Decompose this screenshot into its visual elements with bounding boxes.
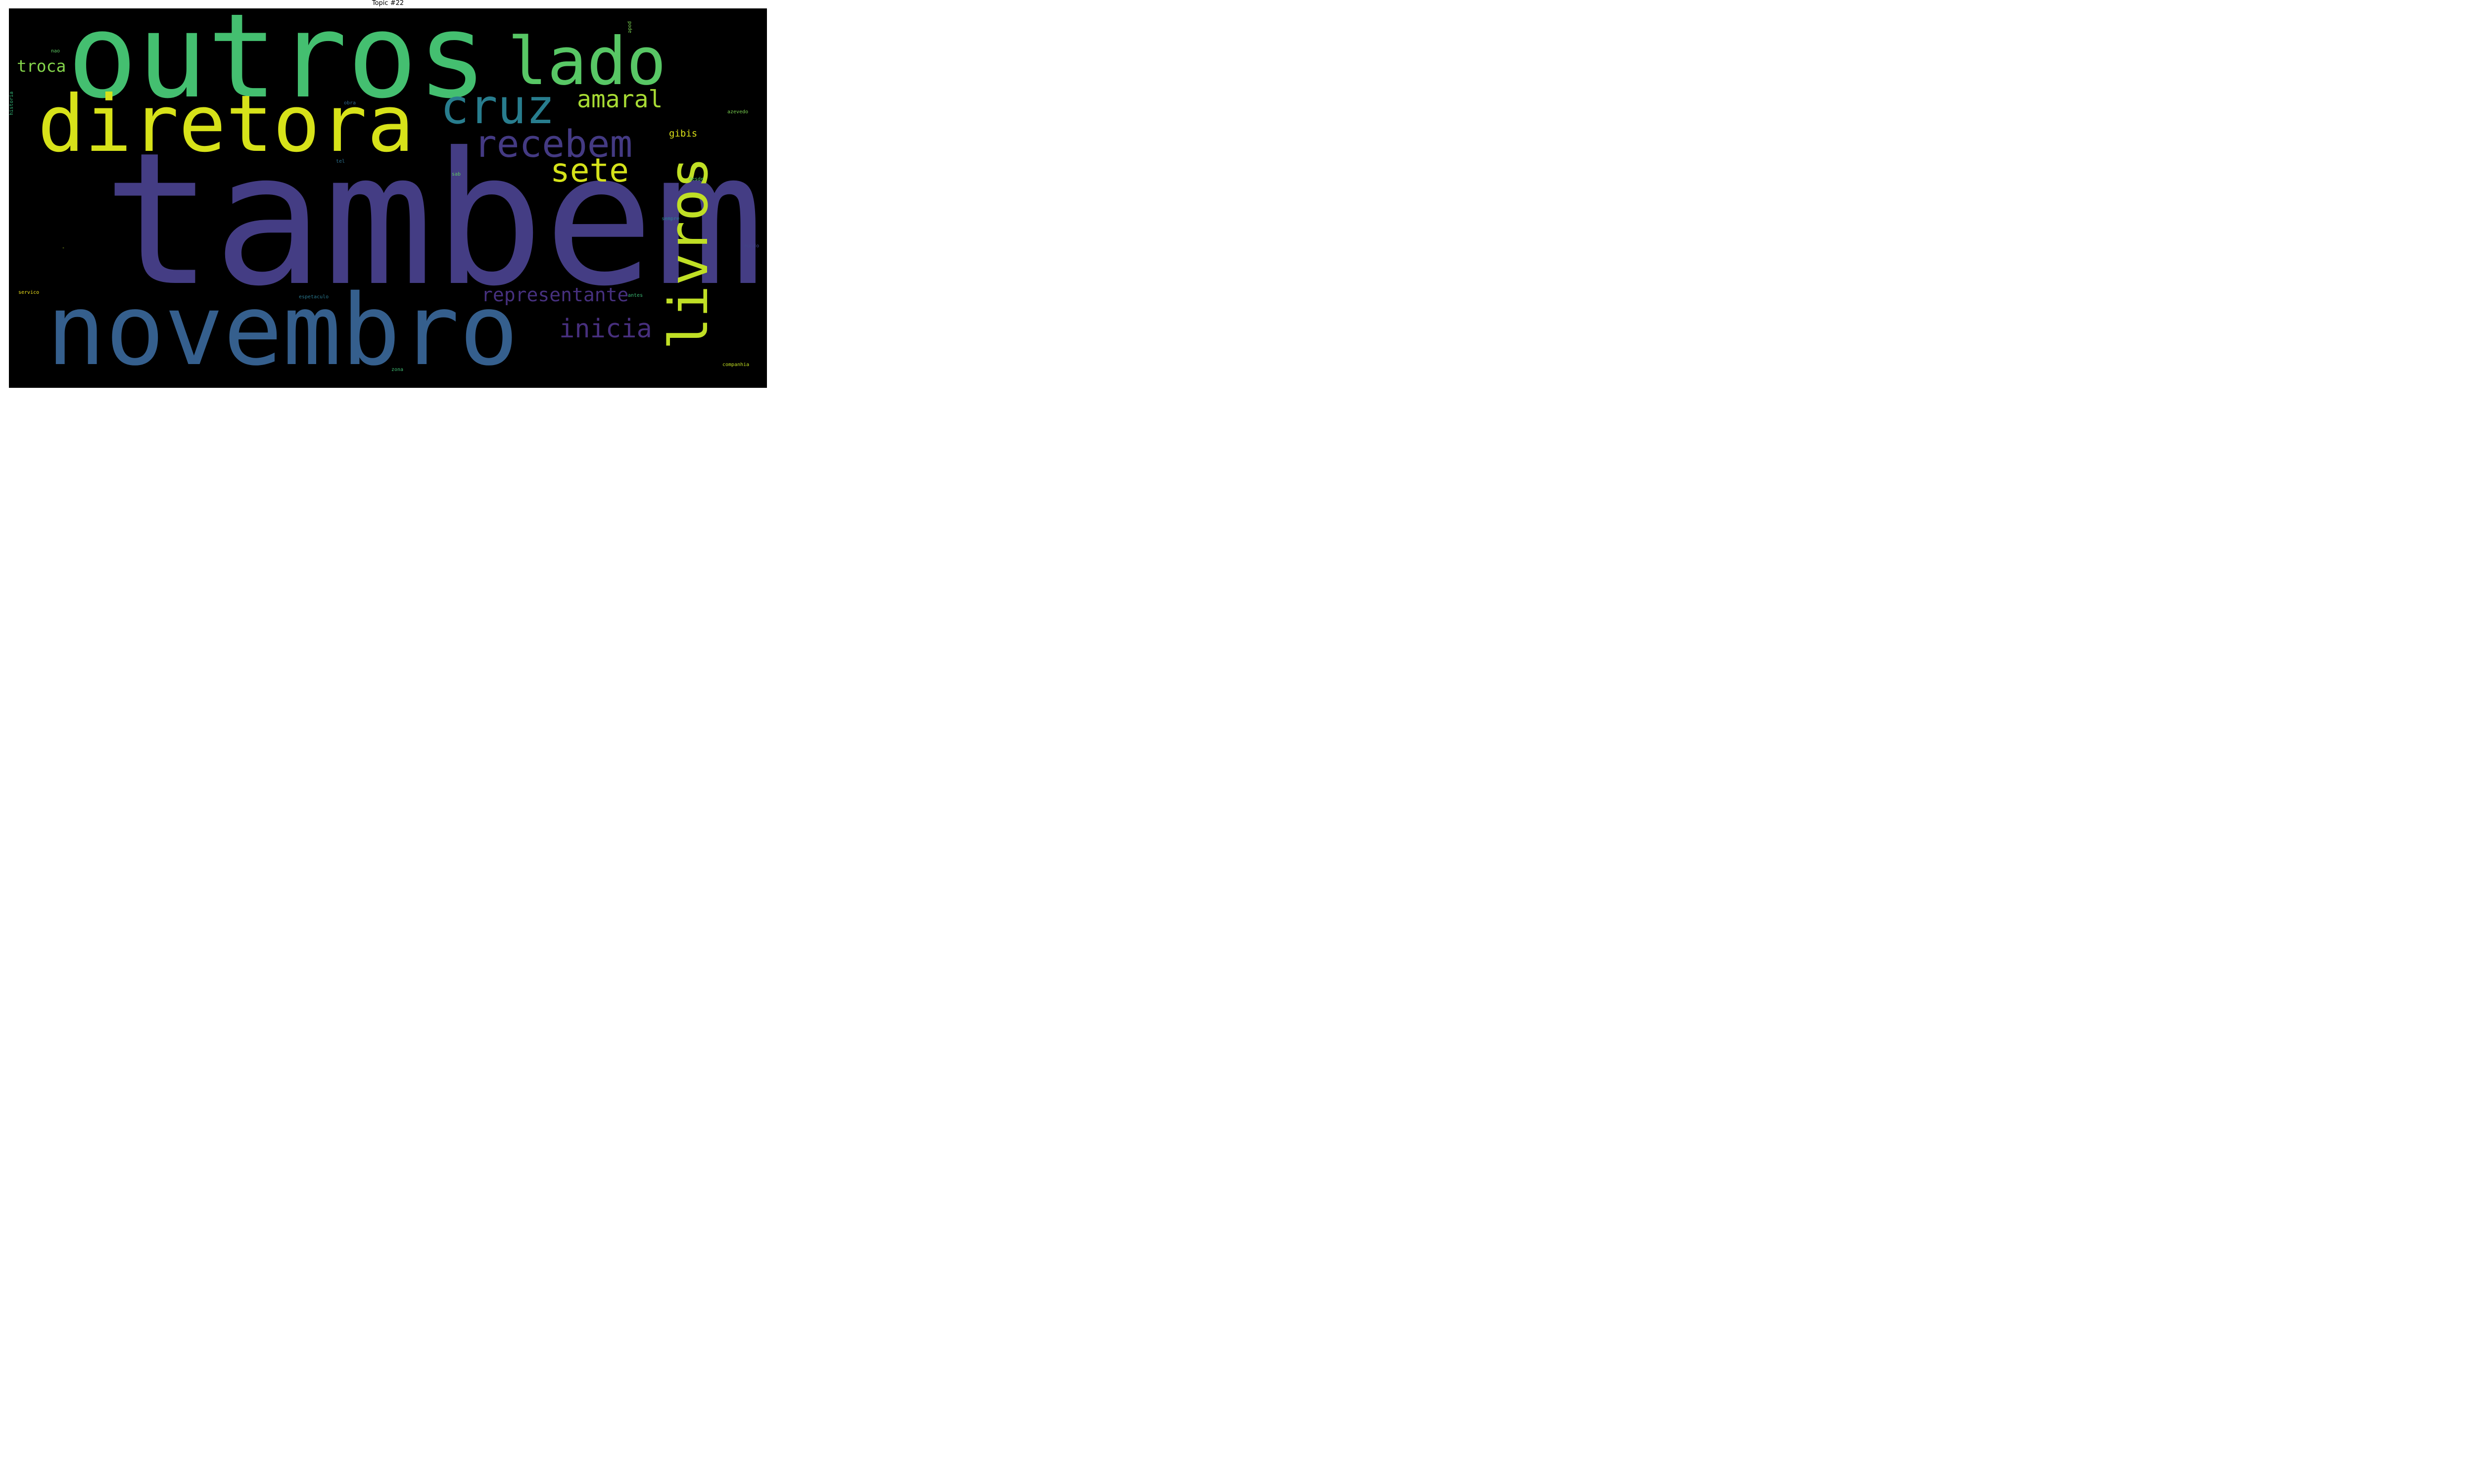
word-livros: livros [658,157,720,350]
word-cloud-canvas: tambem outros diretora novembro lado livros cr… [9,8,767,388]
word-amaral: amaral [577,86,663,113]
word-zona: zona [391,367,403,372]
word-lado: lado [508,24,666,100]
word-servico: servico [18,290,39,295]
word-tel: tel [336,159,345,164]
word-novembro: novembro [47,273,519,387]
word-recebem: recebem [474,122,632,166]
word-sete: sete [550,151,629,189]
word-companhia: companhia [722,362,749,368]
chart-title: Topic #22 [372,0,404,7]
word-mundo: mundo [744,243,759,249]
word-gibis: gibis [669,128,697,139]
word-diretora: diretora [38,79,414,170]
word-nao: nao [51,48,60,54]
word-azevedo: azevedo [727,109,748,115]
word-obra: obra [344,100,356,106]
word-sempre: sempre [662,216,679,222]
word-desde: desde [689,177,704,182]
word-tambem: tambem [103,114,764,326]
word-troca: troca [17,56,66,76]
word-sab: sab [452,172,461,177]
word-representante: representante [481,284,628,306]
word-dash: - [62,245,65,251]
word-pode: pode [627,21,632,33]
word-antes: antes [628,293,643,298]
word-cruz: cruz [440,79,555,135]
word-espetaculo: espetaculo [299,294,329,300]
word-inicia: inicia [559,314,652,344]
word-outros: outros [67,8,487,124]
word-historia: historia [9,92,14,115]
